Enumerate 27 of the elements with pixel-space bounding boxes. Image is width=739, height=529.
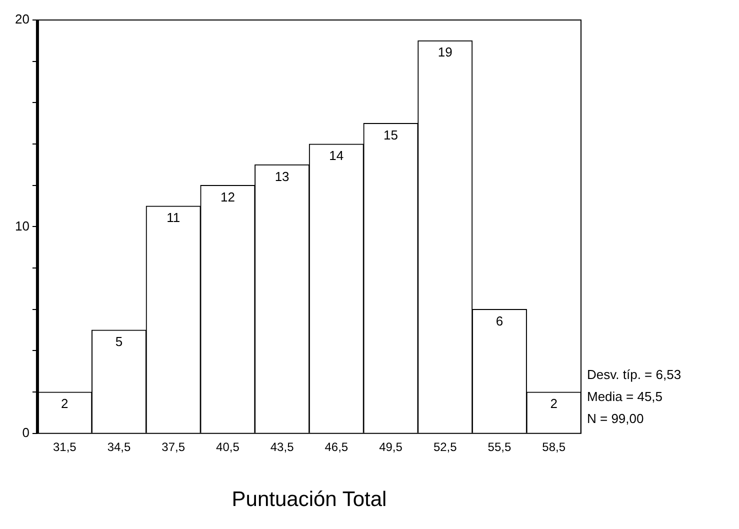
- data-label: 6: [496, 313, 504, 328]
- x-tick-label: 34,5: [107, 440, 131, 454]
- x-tick-label: 31,5: [52, 440, 77, 454]
- text: Media = 45,5: [587, 388, 663, 404]
- data-label: 11: [166, 210, 180, 226]
- x-tick-label: 37,5: [162, 440, 186, 454]
- y-tick-label: 0: [22, 424, 30, 440]
- data-label: 19: [438, 44, 452, 60]
- x-tick-label: 43,5: [270, 440, 294, 454]
- data-label: 13: [274, 168, 290, 184]
- data-label: 14: [329, 148, 344, 164]
- x-tick-label: 40,5: [216, 440, 240, 454]
- text: N = 99,00: [587, 410, 644, 426]
- data-label: 2: [61, 396, 68, 412]
- x-tick-label: 58,5: [542, 440, 566, 454]
- x-tick-label: 46,5: [324, 440, 348, 454]
- x-tick-label: 55,5: [488, 440, 512, 454]
- y-tick-label: 20: [14, 12, 30, 27]
- x-tick-label: 49,5: [379, 440, 403, 454]
- data-label: 15: [384, 127, 398, 142]
- data-label: 2: [550, 396, 558, 412]
- x-tick-label: 52,5: [433, 440, 458, 454]
- x-axis-title: Puntuación Total: [232, 488, 387, 512]
- y-tick-label: 10: [14, 218, 30, 234]
- data-label: 12: [220, 189, 235, 204]
- text: Desv. típ. = 6,53: [587, 366, 682, 382]
- data-label: 5: [115, 334, 123, 350]
